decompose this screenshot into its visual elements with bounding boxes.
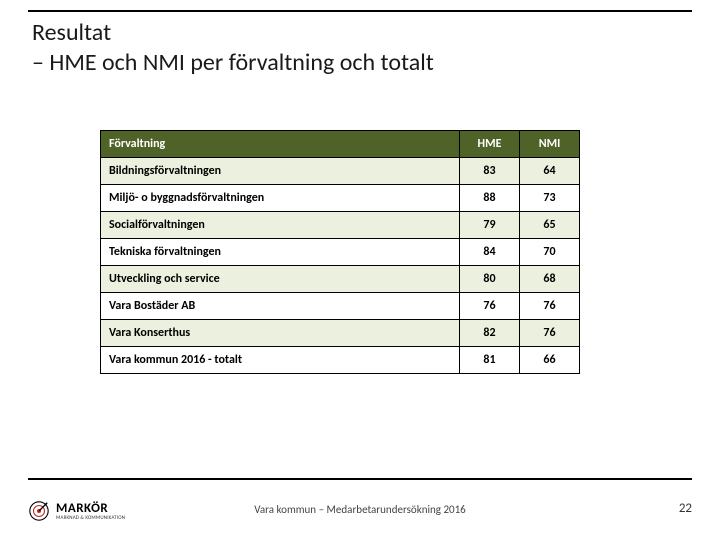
row-hme: 79: [460, 212, 520, 239]
row-label: Miljö- o byggnadsförvaltningen: [101, 185, 460, 212]
footer: MARKÖR MARKNAD & KOMMUNIKATION Vara komm…: [0, 492, 720, 522]
row-label: Vara Konserthus: [101, 320, 460, 347]
row-nmi: 76: [520, 320, 580, 347]
table-row: Tekniska förvaltningen 84 70: [101, 239, 580, 266]
row-hme: 81: [460, 347, 520, 374]
row-nmi: 76: [520, 293, 580, 320]
bottom-rule: [28, 478, 692, 480]
page-number: 22: [679, 501, 692, 516]
row-nmi: 66: [520, 347, 580, 374]
col-header-nmi: NMI: [520, 131, 580, 158]
row-hme: 82: [460, 320, 520, 347]
page-title: Resultat – HME och NMI per förvaltning o…: [32, 18, 692, 78]
row-hme: 88: [460, 185, 520, 212]
table-row: Vara Konserthus 82 76: [101, 320, 580, 347]
row-label: Socialförvaltningen: [101, 212, 460, 239]
title-line-1: Resultat: [32, 18, 692, 48]
row-nmi: 68: [520, 266, 580, 293]
table-header-row: Förvaltning HME NMI: [101, 131, 580, 158]
table-row: Vara kommun 2016 - totalt 81 66: [101, 347, 580, 374]
table-row: Miljö- o byggnadsförvaltningen 88 73: [101, 185, 580, 212]
row-nmi: 64: [520, 158, 580, 185]
col-header-hme: HME: [460, 131, 520, 158]
title-line-2: – HME och NMI per förvaltning och totalt: [32, 48, 692, 78]
row-hme: 76: [460, 293, 520, 320]
footer-caption: Vara kommun – Medarbetarundersökning 201…: [0, 503, 720, 516]
row-label: Tekniska förvaltningen: [101, 239, 460, 266]
row-label: Vara kommun 2016 - totalt: [101, 347, 460, 374]
table-row: Socialförvaltningen 79 65: [101, 212, 580, 239]
row-hme: 80: [460, 266, 520, 293]
row-hme: 84: [460, 239, 520, 266]
table-row: Vara Bostäder AB 76 76: [101, 293, 580, 320]
row-label: Bildningsförvaltningen: [101, 158, 460, 185]
data-table: Förvaltning HME NMI Bildningsförvaltning…: [100, 130, 580, 374]
table-row: Bildningsförvaltningen 83 64: [101, 158, 580, 185]
top-rule: [28, 10, 692, 12]
row-label: Vara Bostäder AB: [101, 293, 460, 320]
col-header-forvaltning: Förvaltning: [101, 131, 460, 158]
row-nmi: 70: [520, 239, 580, 266]
table-row: Utveckling och service 80 68: [101, 266, 580, 293]
row-label: Utveckling och service: [101, 266, 460, 293]
row-nmi: 73: [520, 185, 580, 212]
row-hme: 83: [460, 158, 520, 185]
row-nmi: 65: [520, 212, 580, 239]
